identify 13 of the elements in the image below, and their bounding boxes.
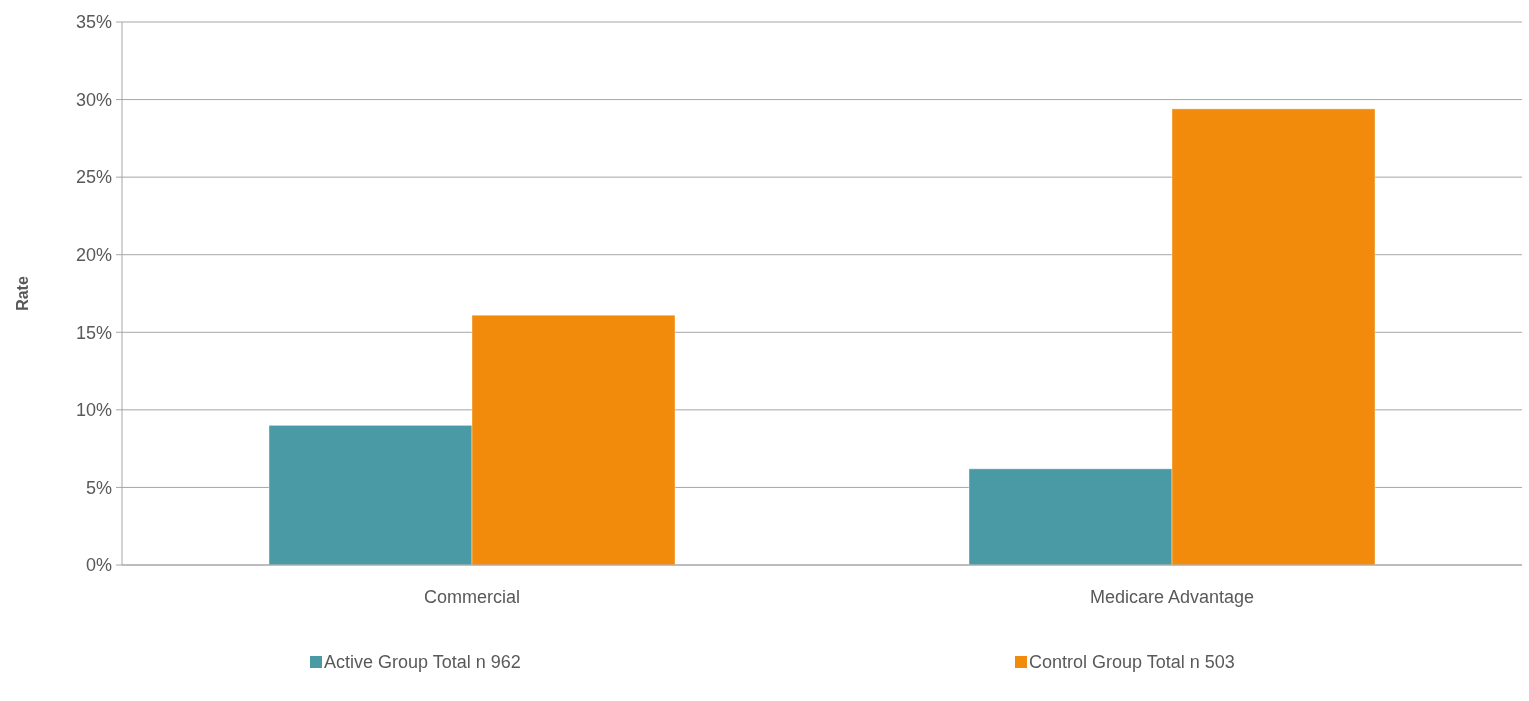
x-tick-label: Commercial xyxy=(423,587,521,607)
x-tick-label: Medicare Advantage xyxy=(1089,587,1255,607)
y-tick-label: 0% xyxy=(85,555,112,576)
y-axis-title: Rate xyxy=(14,276,31,311)
legend-label: Active Group Total n 962 xyxy=(324,652,521,673)
y-tick-label: 35% xyxy=(75,12,112,33)
y-tick-label: 20% xyxy=(75,245,112,266)
y-tick-label: 15% xyxy=(75,322,112,343)
y-tick-label: 25% xyxy=(75,167,112,188)
y-tick-label: 5% xyxy=(85,477,112,498)
y-tick-label: 30% xyxy=(75,89,112,110)
y-tick-label: 10% xyxy=(75,400,112,421)
legend-label: Control Group Total n 503 xyxy=(1029,652,1235,673)
